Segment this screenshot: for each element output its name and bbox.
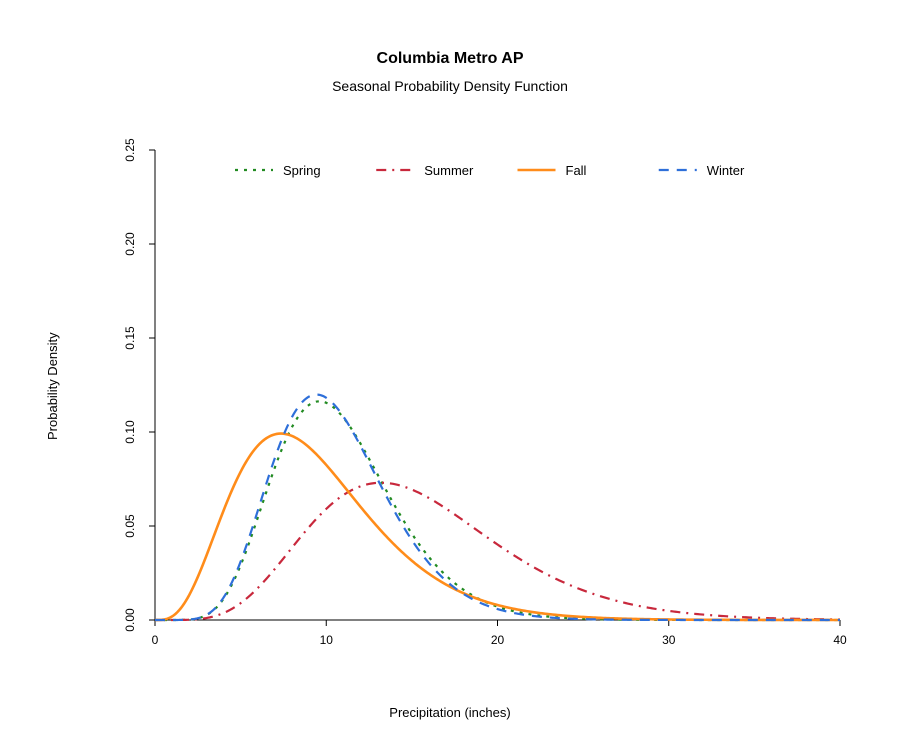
x-tick-label: 30 — [662, 633, 676, 647]
y-tick-label: 0.00 — [123, 608, 137, 632]
x-tick-label: 0 — [152, 633, 159, 647]
legend-label-fall: Fall — [566, 163, 587, 178]
series-summer — [155, 483, 840, 620]
series-winter — [155, 395, 840, 620]
series-fall — [155, 434, 840, 620]
y-tick-label: 0.10 — [123, 420, 137, 444]
legend-label-spring: Spring — [283, 163, 321, 178]
y-tick-label: 0.20 — [123, 232, 137, 256]
legend-label-summer: Summer — [424, 163, 474, 178]
x-tick-label: 10 — [320, 633, 334, 647]
y-tick-label: 0.05 — [123, 514, 137, 538]
legend-label-winter: Winter — [707, 163, 745, 178]
chart-container: Columbia Metro AP Seasonal Probability D… — [0, 0, 900, 750]
y-tick-label: 0.25 — [123, 138, 137, 162]
chart-svg: 0 10 20 30 40 0.00 0.05 0.10 0.15 0.20 0.25 Spring S… — [0, 0, 900, 750]
x-tick-label: 40 — [833, 633, 847, 647]
x-tick-label: 20 — [491, 633, 505, 647]
y-tick-label: 0.15 — [123, 326, 137, 350]
